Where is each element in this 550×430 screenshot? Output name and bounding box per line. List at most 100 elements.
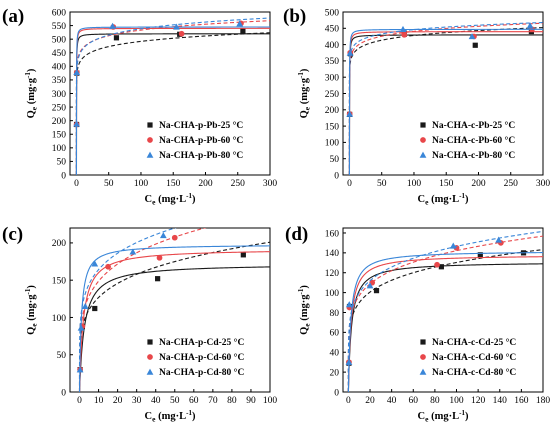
x-tick-label: 90 <box>246 396 256 406</box>
data-point <box>81 302 89 309</box>
data-point <box>401 31 408 38</box>
y-tick-label: 500 <box>52 35 67 45</box>
legend-entry: Na-CHA-p-Pb-80 °C <box>159 150 243 161</box>
legend-entry: Na-CHA-c-Cd-80 °C <box>432 367 516 378</box>
data-point <box>240 28 246 34</box>
y-tick-label: 200 <box>52 117 67 127</box>
data-point <box>240 252 246 258</box>
y-tick-label: 0 <box>334 388 339 398</box>
x-tick-label: 80 <box>227 396 237 406</box>
y-tick-label: 400 <box>325 41 340 51</box>
x-tick-label: 150 <box>166 179 181 189</box>
x-axis-title: Ce (mg·L-1) <box>418 192 469 207</box>
freundlich-fit-line <box>347 249 543 392</box>
freundlich-fit-line <box>78 228 207 392</box>
legend-marker <box>420 122 426 128</box>
y-tick-label: 600 <box>52 8 67 18</box>
langmuir-fit-line <box>78 245 270 392</box>
x-tick-label: 100 <box>134 179 149 189</box>
y-tick-label: 350 <box>325 57 340 67</box>
data-point <box>449 242 457 249</box>
x-tick-label: 60 <box>409 396 419 406</box>
data-point <box>109 22 116 29</box>
freundlich-fit-line <box>348 22 543 175</box>
y-tick-label: 200 <box>52 239 67 249</box>
y-tick-label: 100 <box>325 139 340 149</box>
x-tick-label: 200 <box>198 179 213 189</box>
data-point <box>105 263 111 270</box>
x-tick-label: 250 <box>504 179 519 189</box>
langmuir-fit-line <box>78 266 270 392</box>
langmuir-fit-line <box>78 251 270 392</box>
x-tick-label: 20 <box>113 396 123 406</box>
x-tick-label: 20 <box>365 396 375 406</box>
x-tick-label: 250 <box>231 179 246 189</box>
x-tick-label: 100 <box>407 179 422 189</box>
y-tick-label: 160 <box>325 229 340 239</box>
x-tick-label: 10 <box>94 396 104 406</box>
x-tick-label: 180 <box>536 396 550 406</box>
data-point <box>113 35 120 41</box>
data-point <box>236 20 244 27</box>
langmuir-fit-line <box>348 34 543 175</box>
legend-entry: Na-CHA-p-Cd-25 °C <box>159 337 244 348</box>
freundlich-fit-line <box>348 21 543 175</box>
y-axis-title: Qe (mg·g-1) <box>24 68 39 118</box>
y-tick-label: 120 <box>325 269 340 279</box>
x-tick-label: 40 <box>151 396 161 406</box>
data-point <box>92 305 98 312</box>
x-tick-label: 300 <box>536 179 550 189</box>
legend-entry: Na-CHA-c-Cd-60 °C <box>432 352 516 363</box>
data-point <box>399 25 407 32</box>
legend-marker <box>147 137 153 143</box>
y-tick-label: 550 <box>52 22 67 32</box>
y-tick-label: 250 <box>52 103 67 113</box>
y-tick-label: 200 <box>325 106 340 116</box>
panel-label: (d) <box>285 224 308 245</box>
panel-4: 0 20 40 60 80 100 120 140 160 180 0 20 40 60 80 100 120 1… <box>285 224 550 424</box>
x-tick-label: 40 <box>387 396 397 406</box>
y-tick-label: 150 <box>52 131 67 141</box>
data-point <box>155 276 161 282</box>
y-axis-title: Qe (mg·g-1) <box>297 68 312 118</box>
x-tick-label: 160 <box>514 396 529 406</box>
legend-entry: Na-CHA-c-Cd-25 °C <box>432 337 516 348</box>
legend-marker <box>419 368 427 375</box>
y-tick-label: 0 <box>334 171 339 181</box>
y-tick-label: 100 <box>52 314 67 324</box>
x-tick-label: 300 <box>263 179 278 189</box>
legend-marker <box>419 151 427 158</box>
y-tick-label: 80 <box>330 309 340 319</box>
data-point <box>345 358 353 365</box>
x-tick-label: 100 <box>263 396 278 406</box>
y-axis-title: Qe (mg·g-1) <box>297 285 312 335</box>
data-point <box>178 30 185 37</box>
y-tick-label: 100 <box>52 144 67 154</box>
legend-entry: Na-CHA-p-Cd-80 °C <box>159 367 244 378</box>
data-point <box>495 236 503 243</box>
panel-label: (a) <box>2 6 24 27</box>
x-axis-title: Ce (mg·L-1) <box>145 192 196 207</box>
data-point <box>434 261 440 268</box>
y-tick-label: 50 <box>330 155 340 165</box>
legend-entry: Na-CHA-c-Pb-80 °C <box>432 150 515 161</box>
data-point <box>129 248 137 255</box>
panel-3: 0 10 20 30 40 50 60 70 80 90 100 0 50 100 150 200 Na-CHA… <box>2 224 278 424</box>
x-tick-label: 50 <box>377 179 387 189</box>
legend-marker <box>146 151 154 158</box>
x-tick-label: 120 <box>471 396 486 406</box>
legend-entry: Na-CHA-p-Pb-25 °C <box>159 120 243 131</box>
data-point <box>346 110 354 117</box>
legend-entry: Na-CHA-c-Pb-60 °C <box>432 135 515 146</box>
freundlich-fit-line <box>78 228 177 392</box>
x-axis-title: Ce (mg·L-1) <box>145 409 196 424</box>
y-tick-label: 400 <box>52 63 67 73</box>
x-tick-label: 60 <box>189 396 199 406</box>
panel-2: 0 50 100 150 200 250 300 0 50 100 150 200 250 300 350 4… <box>283 6 550 207</box>
y-tick-label: 20 <box>330 368 340 378</box>
data-point <box>438 264 444 270</box>
data-point <box>346 49 354 56</box>
x-tick-label: 80 <box>430 396 440 406</box>
legend-entry: Na-CHA-c-Pb-25 °C <box>432 120 515 131</box>
